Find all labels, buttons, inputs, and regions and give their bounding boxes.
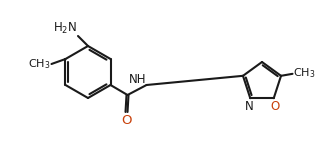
Text: CH$_3$: CH$_3$: [29, 57, 51, 71]
Text: O: O: [270, 100, 279, 113]
Text: H$_2$N: H$_2$N: [53, 20, 77, 36]
Text: N: N: [245, 100, 254, 113]
Text: O: O: [121, 114, 132, 127]
Text: NH: NH: [129, 73, 147, 86]
Text: CH$_3$: CH$_3$: [293, 66, 316, 80]
